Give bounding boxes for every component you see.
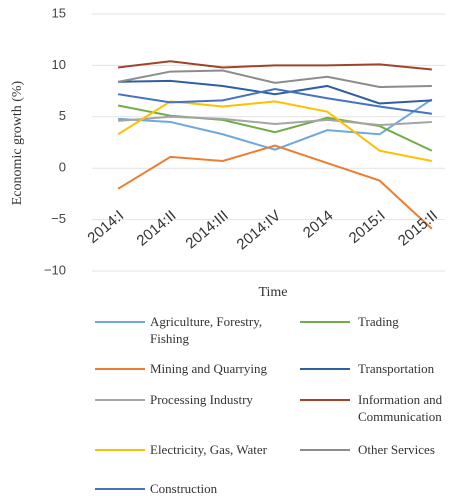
legend-label: Other Services <box>358 442 435 457</box>
y-tick-label: 15 <box>52 5 66 20</box>
x-tick-label: 2015:II <box>395 207 441 250</box>
x-tick-label: 2014:I <box>84 207 127 247</box>
legend-label: Mining and Quarrying <box>150 361 267 376</box>
legend-swatch <box>300 399 350 401</box>
y-tick-label: 0 <box>59 160 66 175</box>
series-line <box>118 79 432 105</box>
legend-label: Construction <box>150 481 218 496</box>
series-line <box>117 104 433 152</box>
series-line <box>118 115 432 127</box>
legend-label: Electricity, Gas, Water <box>150 442 267 457</box>
x-tick-label: 2014:IV <box>234 207 285 253</box>
legend-swatch <box>95 449 145 451</box>
x-tick-label: 2014:II <box>133 207 179 250</box>
y-tick-label: −5 <box>51 211 66 226</box>
y-axis-title: Economic growth (%) <box>10 80 25 205</box>
y-tick-label: 5 <box>59 108 66 123</box>
legend-swatch <box>95 399 145 401</box>
legend-swatch <box>95 488 145 490</box>
series-line <box>117 88 432 115</box>
legend-swatch <box>300 321 350 323</box>
legend-swatch <box>95 321 145 323</box>
legend-label: Trading <box>358 314 399 329</box>
y-tick-label: 10 <box>52 57 66 72</box>
x-tick-label: 2014 <box>300 207 336 241</box>
series-line <box>117 69 432 88</box>
series-line <box>117 144 433 230</box>
legend-label: Processing Industry <box>150 392 253 407</box>
plot: Economic growth (%) Time −10 −5 0 5 10 15 2014… <box>10 5 445 300</box>
legend-swatch <box>300 368 350 370</box>
x-tick-label: 2014:III <box>183 207 232 252</box>
legend-swatch <box>300 449 350 451</box>
y-tick-label: −10 <box>44 262 66 277</box>
series-line <box>117 100 433 162</box>
series-line <box>118 98 433 151</box>
x-axis-title: Time <box>258 285 287 300</box>
series-line <box>118 60 432 71</box>
x-tick-label: 2015:I <box>346 207 389 247</box>
legend-label: Transportation <box>358 361 435 376</box>
legend-swatch <box>95 368 145 370</box>
legend-label: Information and Communication <box>358 392 443 424</box>
legend-label: Agriculture, Forestry, Fishing <box>150 314 263 346</box>
